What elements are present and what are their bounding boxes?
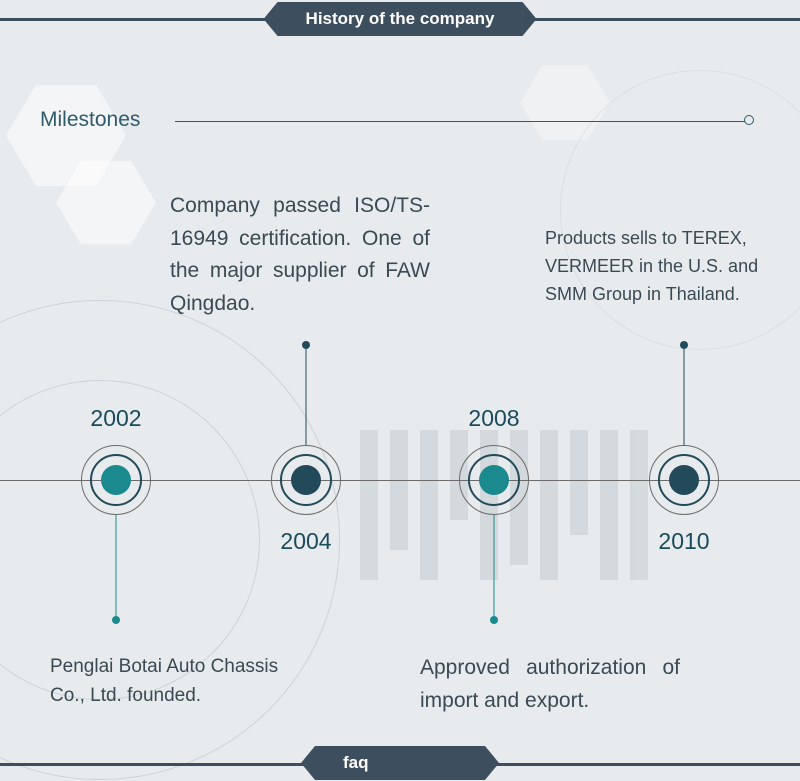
- timeline-node-2010: [649, 445, 719, 515]
- bg-hex-2: [56, 155, 156, 250]
- timeline-stem-2002: [116, 515, 117, 620]
- milestones-line-dot: [744, 115, 754, 125]
- timeline-desc-2010: Products sells to TER­EX, VERMEER in the…: [545, 225, 770, 309]
- timeline-year-2004: 2004: [280, 528, 331, 555]
- node-core: [101, 465, 131, 495]
- top-banner-label: History of the company: [278, 2, 523, 36]
- bottom-banner: faq: [301, 746, 499, 780]
- bottom-banner-tail-right: [485, 746, 499, 780]
- timeline-node-2002: [81, 445, 151, 515]
- timeline-stem-2004: [306, 345, 307, 445]
- timeline-desc-2004: Company passed ISO/TS-16949 certificatio…: [170, 190, 430, 320]
- node-core: [479, 465, 509, 495]
- timeline-node-2004: [271, 445, 341, 515]
- milestones-line: [175, 121, 750, 122]
- timeline-year-2002: 2002: [90, 405, 141, 432]
- timeline-desc-2002: Penglai Botai Auto Chassis Co., Ltd. fou…: [50, 652, 280, 711]
- timeline-node-2008: [459, 445, 529, 515]
- top-banner: History of the company: [264, 2, 537, 36]
- timeline-stem-dot-2008: [490, 616, 498, 624]
- bottom-banner-label: faq: [315, 746, 485, 780]
- timeline-stem-dot-2002: [112, 616, 120, 624]
- timeline-year-2008: 2008: [468, 405, 519, 432]
- top-banner-tail-right: [522, 2, 536, 36]
- bg-hex-1: [6, 78, 126, 193]
- node-core: [291, 465, 321, 495]
- bottom-banner-tail-left: [301, 746, 315, 780]
- timeline-desc-2008: Approved authorizati­on of import and ex…: [420, 652, 680, 717]
- timeline-stem-2008: [494, 515, 495, 620]
- milestones-heading: Milestones: [40, 108, 140, 132]
- timeline-stem-dot-2010: [680, 341, 688, 349]
- timeline-stem-2010: [684, 345, 685, 445]
- node-core: [669, 465, 699, 495]
- timeline-year-2010: 2010: [658, 528, 709, 555]
- timeline-stem-dot-2004: [302, 341, 310, 349]
- bg-hex-3: [520, 60, 610, 145]
- top-banner-tail-left: [264, 2, 278, 36]
